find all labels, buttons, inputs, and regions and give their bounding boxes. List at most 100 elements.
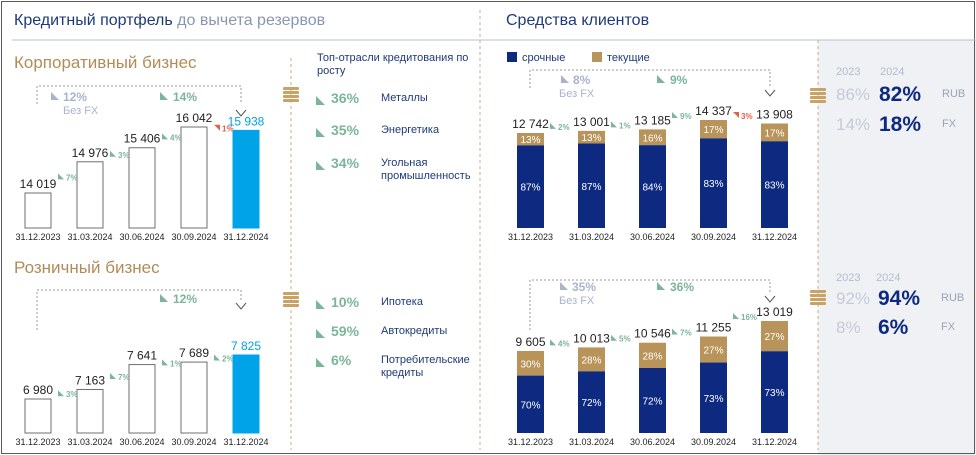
segment-label-current: 27% [703,346,723,357]
green-arrow-icon [110,373,116,380]
change-label: 7% [118,373,130,382]
bracket-arrow-icon [235,109,247,117]
value-label: 14 976 [72,146,109,160]
change-label: 4% [558,339,570,348]
segment-label-current: 28% [581,355,601,366]
bar [128,364,156,434]
green-arrow-icon [316,124,325,142]
tick-label: 31.12.2024 [223,232,268,242]
green-arrow-icon [110,150,116,157]
change-label: 9% [680,112,692,121]
value-label: 15 406 [124,132,161,146]
tick-label: 30.06.2024 [119,437,164,447]
clients-top-growth-nofx: 8% [573,73,591,87]
green-arrow-icon [160,294,168,302]
industry-name: Ипотека [381,296,423,308]
change-label: 2% [558,123,570,132]
clients-top-bracket [529,69,771,88]
change-label: 1% [222,125,234,134]
tick-label: 31.03.2024 [569,437,614,447]
value-label: 7 825 [231,339,261,353]
bar-term [761,141,788,228]
bar [24,192,52,229]
gray-arrow-icon [561,75,569,83]
green-arrow-icon [162,359,168,366]
tick-label: 31.03.2024 [67,232,112,242]
bar [232,354,260,434]
bar-current [639,129,666,146]
share-bottom-year-cur: 2024 [876,272,900,284]
gray-arrow-icon [51,92,59,100]
share-top-rub-cur: 82% [879,83,921,106]
share-top-fx-cur: 18% [879,113,921,136]
bar [232,129,260,229]
total-label: 13 185 [634,113,671,127]
clients-bottom-growth-nofx: 35% [572,280,596,294]
green-arrow-icon [672,328,678,335]
segment-label-term: 87% [581,182,601,193]
green-arrow-icon [162,133,168,140]
tick-label: 31.12.2024 [752,232,797,242]
share-bottom-rub-label: RUB [941,292,964,304]
corporate-nofx-note: Без FX [63,105,99,117]
industry-pct: 10% [331,294,360,310]
industry-name: Автокредиты [381,325,448,337]
red-arrow-icon [214,124,220,131]
change-label: 3% [118,151,130,160]
green-arrow-icon [550,339,556,346]
value-label: 7 641 [127,349,157,363]
tick-label: 31.12.2023 [508,437,553,447]
tick-label: 31.12.2024 [223,437,268,447]
industry-pct: 34% [331,155,360,171]
tick-label: 30.06.2024 [630,437,675,447]
share-top-year-cur: 2024 [880,66,904,78]
tick-label: 31.12.2024 [752,437,797,447]
bar [24,398,52,434]
change-label: 5% [619,335,631,344]
total-label: 10 013 [573,331,610,345]
total-label: 11 255 [696,321,732,335]
segment-label-term: 72% [581,398,601,409]
value-label: 15 938 [228,114,265,128]
bar-term [700,138,727,228]
bar-term [761,351,788,433]
segment-label-term: 87% [520,183,540,194]
change-label: 3% [66,390,78,399]
segment-label-current: 28% [642,351,662,362]
industry-name: Энергетика [381,124,440,136]
share-bottom-rub-prev: 92% [836,289,870,308]
tick-label: 31.12.2023 [15,232,60,242]
tick-label: 30.09.2024 [691,232,736,242]
industries-heading: Топ-отрасли кредитования по росту [317,52,469,77]
corporate-growth: 14% [173,90,197,104]
green-arrow-icon [316,325,325,343]
bar [128,147,156,229]
bar-term [700,362,727,433]
industry-name: Потребительские кредиты [381,354,470,379]
segment-label-current: 16% [642,133,662,144]
green-arrow-icon [550,122,556,129]
bar-term [578,143,605,228]
green-arrow-icon [58,173,64,180]
bracket-arrow-icon [764,295,776,303]
green-arrow-icon [733,313,739,319]
share-bottom-fx-cur: 6% [878,316,909,339]
legend-label-term: срочные [522,52,565,64]
bar [180,126,208,229]
bar-current [578,347,605,372]
bar-current [639,342,666,369]
bar-current [517,133,544,146]
total-label: 13 001 [573,115,610,129]
bar-current [761,321,788,352]
segment-label-current: 17% [764,128,784,139]
tick-label: 30.09.2024 [171,232,216,242]
loan-portfolio-title-rest: до вычета резервов [172,12,326,29]
change-label: 16% [741,313,757,322]
green-arrow-icon [611,121,617,128]
change-label: 7% [66,173,78,182]
green-arrow-icon [316,296,325,314]
industry-pct: 59% [331,323,360,339]
bracket-arrow-icon [235,302,247,310]
retail-growth: 12% [173,292,197,306]
